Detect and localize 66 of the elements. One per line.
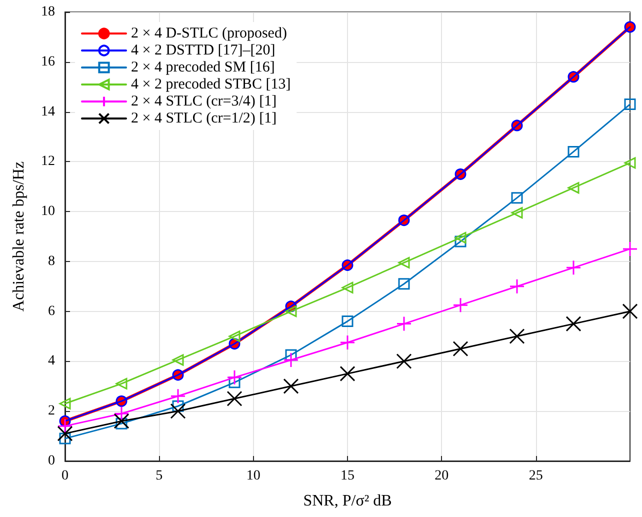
point — [57, 426, 73, 442]
legend-label: 2 × 4 D-STLC (proposed) — [131, 26, 287, 42]
point — [170, 403, 186, 419]
legend-label: 2 × 4 precoded SM [16] — [131, 60, 275, 76]
point — [226, 390, 242, 406]
point — [568, 182, 580, 194]
point — [172, 400, 184, 412]
y-tick-label: 14 — [41, 104, 55, 120]
point — [57, 418, 73, 434]
point — [454, 236, 466, 248]
point — [624, 98, 636, 110]
y-tick-label: 0 — [48, 454, 55, 468]
point — [342, 282, 354, 294]
x-tick-label: 0 — [62, 468, 68, 484]
y-tick-label: 6 — [48, 304, 55, 319]
point — [624, 157, 636, 169]
x-tick-label: 5 — [156, 468, 163, 484]
point — [398, 278, 410, 290]
point — [114, 406, 130, 422]
point — [172, 354, 184, 366]
x-axis-title: SNR, P/σ² dB — [303, 492, 392, 510]
point — [285, 306, 297, 318]
point — [114, 413, 130, 429]
point — [509, 278, 525, 294]
point — [226, 370, 242, 386]
y-tick-label: 4 — [48, 354, 55, 369]
point — [170, 388, 186, 404]
point — [228, 330, 240, 342]
legend-label: 2 × 4 STLC (cr=1/2) [1] — [131, 110, 277, 126]
x-tick-label: 20 — [434, 468, 449, 484]
point — [116, 378, 128, 390]
point — [511, 192, 523, 204]
y-tick-label: 10 — [41, 204, 55, 220]
point — [340, 366, 356, 382]
y-axis-title: Achievable rate bps/Hz — [10, 161, 28, 312]
legend-label: 4 × 2 precoded STBC [13] — [131, 76, 291, 92]
point — [283, 378, 299, 394]
y-tick-label: 18 — [41, 4, 55, 20]
point — [59, 432, 71, 444]
point — [398, 256, 410, 268]
legend-label: 4 × 2 DSTTD [17]–[20] — [131, 42, 276, 58]
point — [396, 316, 412, 332]
point — [59, 398, 71, 410]
point — [283, 352, 299, 368]
y-tick-label: 8 — [48, 254, 55, 269]
point — [452, 297, 468, 313]
point — [452, 341, 468, 356]
point — [566, 260, 582, 276]
point — [568, 146, 580, 158]
point — [340, 334, 356, 350]
legend-label: 2 × 4 STLC (cr=3/4) [1] — [131, 94, 277, 110]
point — [454, 232, 466, 244]
point — [566, 316, 582, 332]
x-tick-label: 15 — [340, 468, 354, 484]
y-tick-label: 12 — [41, 154, 55, 170]
x-tick-label: 25 — [528, 468, 543, 484]
point — [511, 207, 523, 219]
point — [396, 353, 412, 369]
y-tick-label: 16 — [41, 54, 55, 70]
point — [116, 418, 128, 430]
point — [622, 304, 638, 320]
point — [509, 328, 525, 344]
point — [622, 241, 638, 257]
y-tick-label: 2 — [48, 404, 55, 419]
x-tick-label: 10 — [246, 468, 260, 484]
point — [342, 316, 354, 328]
